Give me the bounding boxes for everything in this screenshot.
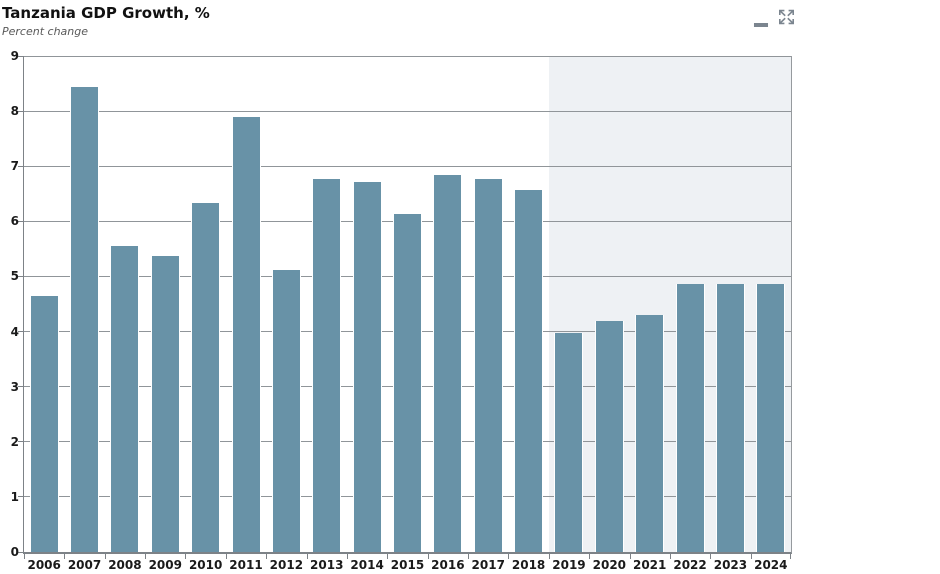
x-axis-label: 2023 (713, 558, 748, 572)
x-axis-label: 2012 (269, 558, 304, 572)
bar[interactable] (433, 175, 463, 552)
bar[interactable] (110, 246, 140, 552)
x-axis-label: 2013 (310, 558, 344, 572)
menu-icon-bar (753, 23, 769, 25)
y-axis-label: 0 (10, 545, 19, 559)
x-axis-tick (266, 554, 268, 559)
bar[interactable] (150, 256, 180, 552)
x-axis-tick (387, 554, 389, 559)
gridline (24, 56, 791, 57)
bar[interactable] (473, 178, 503, 552)
x-axis-tick (185, 554, 187, 559)
x-axis-label: 2021 (632, 558, 667, 572)
bar[interactable] (231, 116, 261, 552)
x-axis-tick (750, 554, 752, 559)
y-axis-tick (18, 386, 23, 388)
gridline (24, 110, 791, 112)
x-axis-tick (306, 554, 308, 559)
x-axis-label: 2022 (673, 558, 707, 572)
bar[interactable] (554, 332, 584, 552)
bar[interactable] (514, 189, 544, 552)
x-axis-label: 2024 (754, 558, 788, 572)
expand-icon[interactable] (778, 9, 795, 25)
x-axis-tick (145, 554, 147, 559)
chart-title: Tanzania GDP Growth, % (2, 4, 210, 22)
x-axis-tick (589, 554, 591, 559)
x-axis-label: 2015 (390, 558, 425, 572)
x-axis-label: 2019 (552, 558, 586, 572)
x-axis-tick (790, 554, 791, 559)
x-axis-label: 2014 (350, 558, 384, 572)
y-axis-tick (18, 441, 23, 443)
bar[interactable] (352, 182, 382, 552)
y-axis-label: 1 (10, 489, 19, 504)
bar[interactable] (29, 295, 59, 552)
y-axis-tick (18, 165, 23, 167)
y-axis-tick (18, 110, 23, 112)
x-axis-tick (104, 554, 106, 559)
x-axis-tick (24, 554, 25, 559)
bar[interactable] (675, 283, 705, 552)
x-axis-label: 2010 (188, 558, 223, 572)
menu-icon-bar (753, 25, 769, 27)
y-axis-label: 9 (10, 49, 19, 63)
bar[interactable] (191, 203, 221, 552)
y-axis-label: 3 (10, 379, 19, 394)
x-axis-label: 2020 (592, 558, 627, 572)
x-axis-tick (427, 554, 429, 559)
bar[interactable] (70, 87, 100, 552)
x-axis-label: 2018 (511, 558, 546, 572)
y-axis-tick (18, 55, 23, 57)
x-axis-label: 2017 (471, 558, 505, 572)
y-axis-label: 2 (10, 434, 19, 449)
x-axis-tick (346, 554, 348, 559)
forecast-region (548, 56, 791, 552)
y-axis-label: 5 (10, 269, 19, 284)
y-axis-tick (18, 496, 23, 498)
x-axis-tick (548, 554, 550, 559)
y-axis-tick (18, 551, 23, 553)
x-axis-label: 2011 (229, 558, 263, 572)
x-axis-tick (508, 554, 510, 559)
x-axis-tick (468, 554, 470, 559)
bar[interactable] (393, 213, 422, 552)
chart-subtitle: Percent change (2, 25, 89, 38)
bar[interactable] (756, 283, 786, 552)
x-axis-label: 2007 (67, 558, 102, 572)
x-axis-tick (710, 554, 712, 559)
x-axis-label: 2009 (148, 558, 182, 572)
y-axis-label: 4 (10, 324, 19, 339)
x-axis-tick (669, 554, 671, 559)
y-axis-tick (18, 331, 23, 333)
menu-icon[interactable] (753, 9, 769, 27)
y-axis-label: 6 (10, 214, 19, 229)
bar[interactable] (271, 270, 301, 552)
x-axis-label: 2008 (108, 558, 142, 572)
bar[interactable] (635, 315, 665, 552)
bar[interactable] (312, 178, 342, 552)
x-axis-tick (225, 554, 227, 559)
x-axis-label: 2006 (27, 558, 61, 572)
y-axis-tick (18, 275, 23, 277)
x-axis-label: 2016 (431, 558, 465, 572)
chart-toolbar (753, 7, 795, 27)
y-axis-tick (18, 220, 23, 222)
y-axis-label: 7 (10, 159, 19, 174)
gridline (24, 165, 791, 167)
x-axis-tick (629, 554, 631, 559)
bar[interactable] (594, 320, 624, 552)
bar[interactable] (715, 283, 745, 552)
plot-area: 0 1 2 3 4 5 6 7 8 9 2006 2007 2008 2009 2010 2011 2012 20… (11, 49, 792, 572)
y-axis-label: 8 (10, 104, 19, 119)
x-axis-tick (64, 554, 66, 559)
